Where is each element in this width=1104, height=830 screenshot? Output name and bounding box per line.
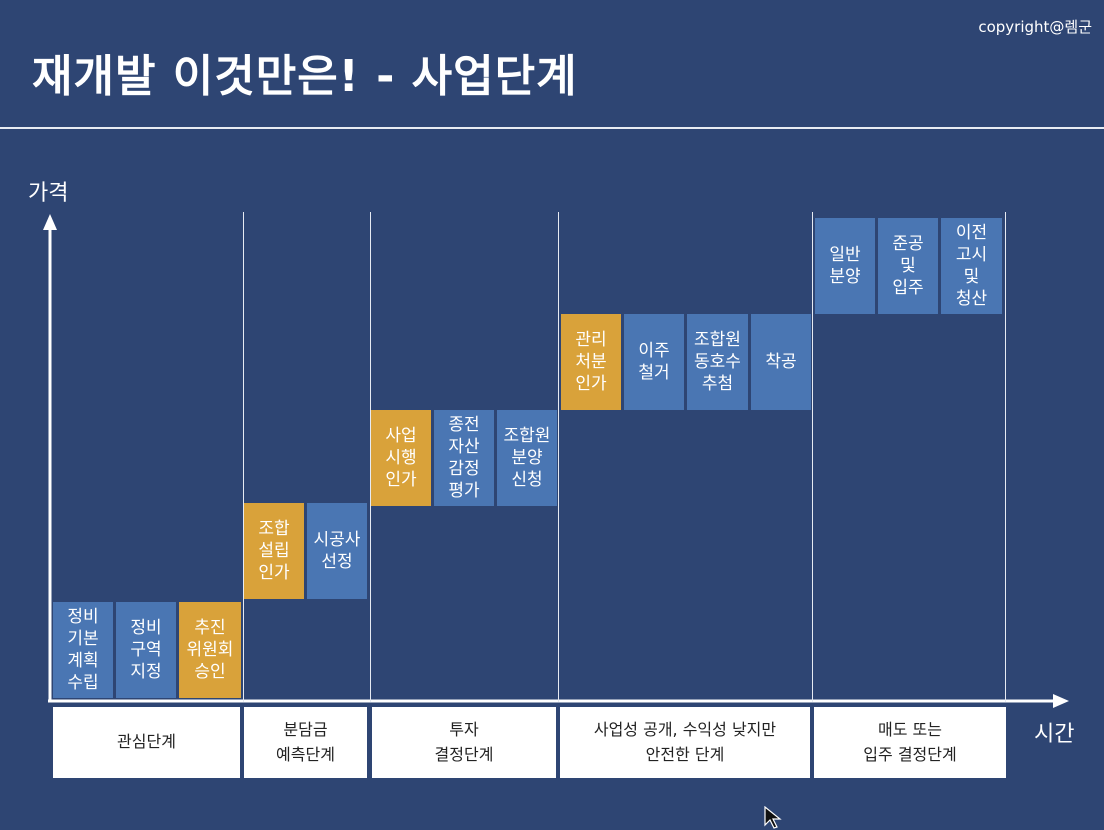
step-box: 이전 고시 및 청산 <box>941 218 1002 314</box>
step-box: 정비 구역 지정 <box>116 602 176 698</box>
stage-label: 분담금 예측단계 <box>244 707 367 778</box>
step-box: 추진 위원회 승인 <box>179 602 241 698</box>
stage-label: 매도 또는 입주 결정단계 <box>814 707 1006 778</box>
stage-divider <box>812 212 813 702</box>
y-axis-arrow-icon <box>43 214 57 230</box>
step-box: 종전 자산 감정 평가 <box>434 410 494 506</box>
step-box: 사업 시행 인가 <box>371 410 431 506</box>
y-axis-label: 가격 <box>28 181 69 206</box>
slide-title: 재개발 이것만은! - 사업단계 <box>32 51 578 102</box>
step-box: 준공 및 입주 <box>878 218 938 314</box>
step-box: 관리 처분 인가 <box>561 314 621 410</box>
step-box: 조합원 동호수 추첨 <box>687 314 748 410</box>
step-box: 일반 분양 <box>815 218 875 314</box>
step-box: 조합원 분양 신청 <box>497 410 557 506</box>
stage-label: 관심단계 <box>53 707 240 778</box>
copyright-text: copyright@렘군 <box>978 18 1092 36</box>
mouse-cursor-icon <box>764 806 782 829</box>
title-divider <box>0 127 1104 129</box>
stage-divider <box>370 212 371 702</box>
step-box: 이주 철거 <box>624 314 684 410</box>
x-axis-arrow-icon <box>1053 694 1069 708</box>
step-box: 정비 기본 계획 수립 <box>53 602 113 698</box>
stage-divider <box>243 212 244 702</box>
stage-divider <box>558 212 559 702</box>
step-box: 착공 <box>751 314 811 410</box>
step-box: 조합 설립 인가 <box>244 503 304 599</box>
x-axis-label: 시간 <box>1034 722 1075 747</box>
stage-divider <box>1005 212 1006 702</box>
stage-label: 투자 결정단계 <box>372 707 556 778</box>
stage-label: 사업성 공개, 수익성 낮지만 안전한 단계 <box>560 707 810 778</box>
step-box: 시공사 선정 <box>307 503 367 599</box>
